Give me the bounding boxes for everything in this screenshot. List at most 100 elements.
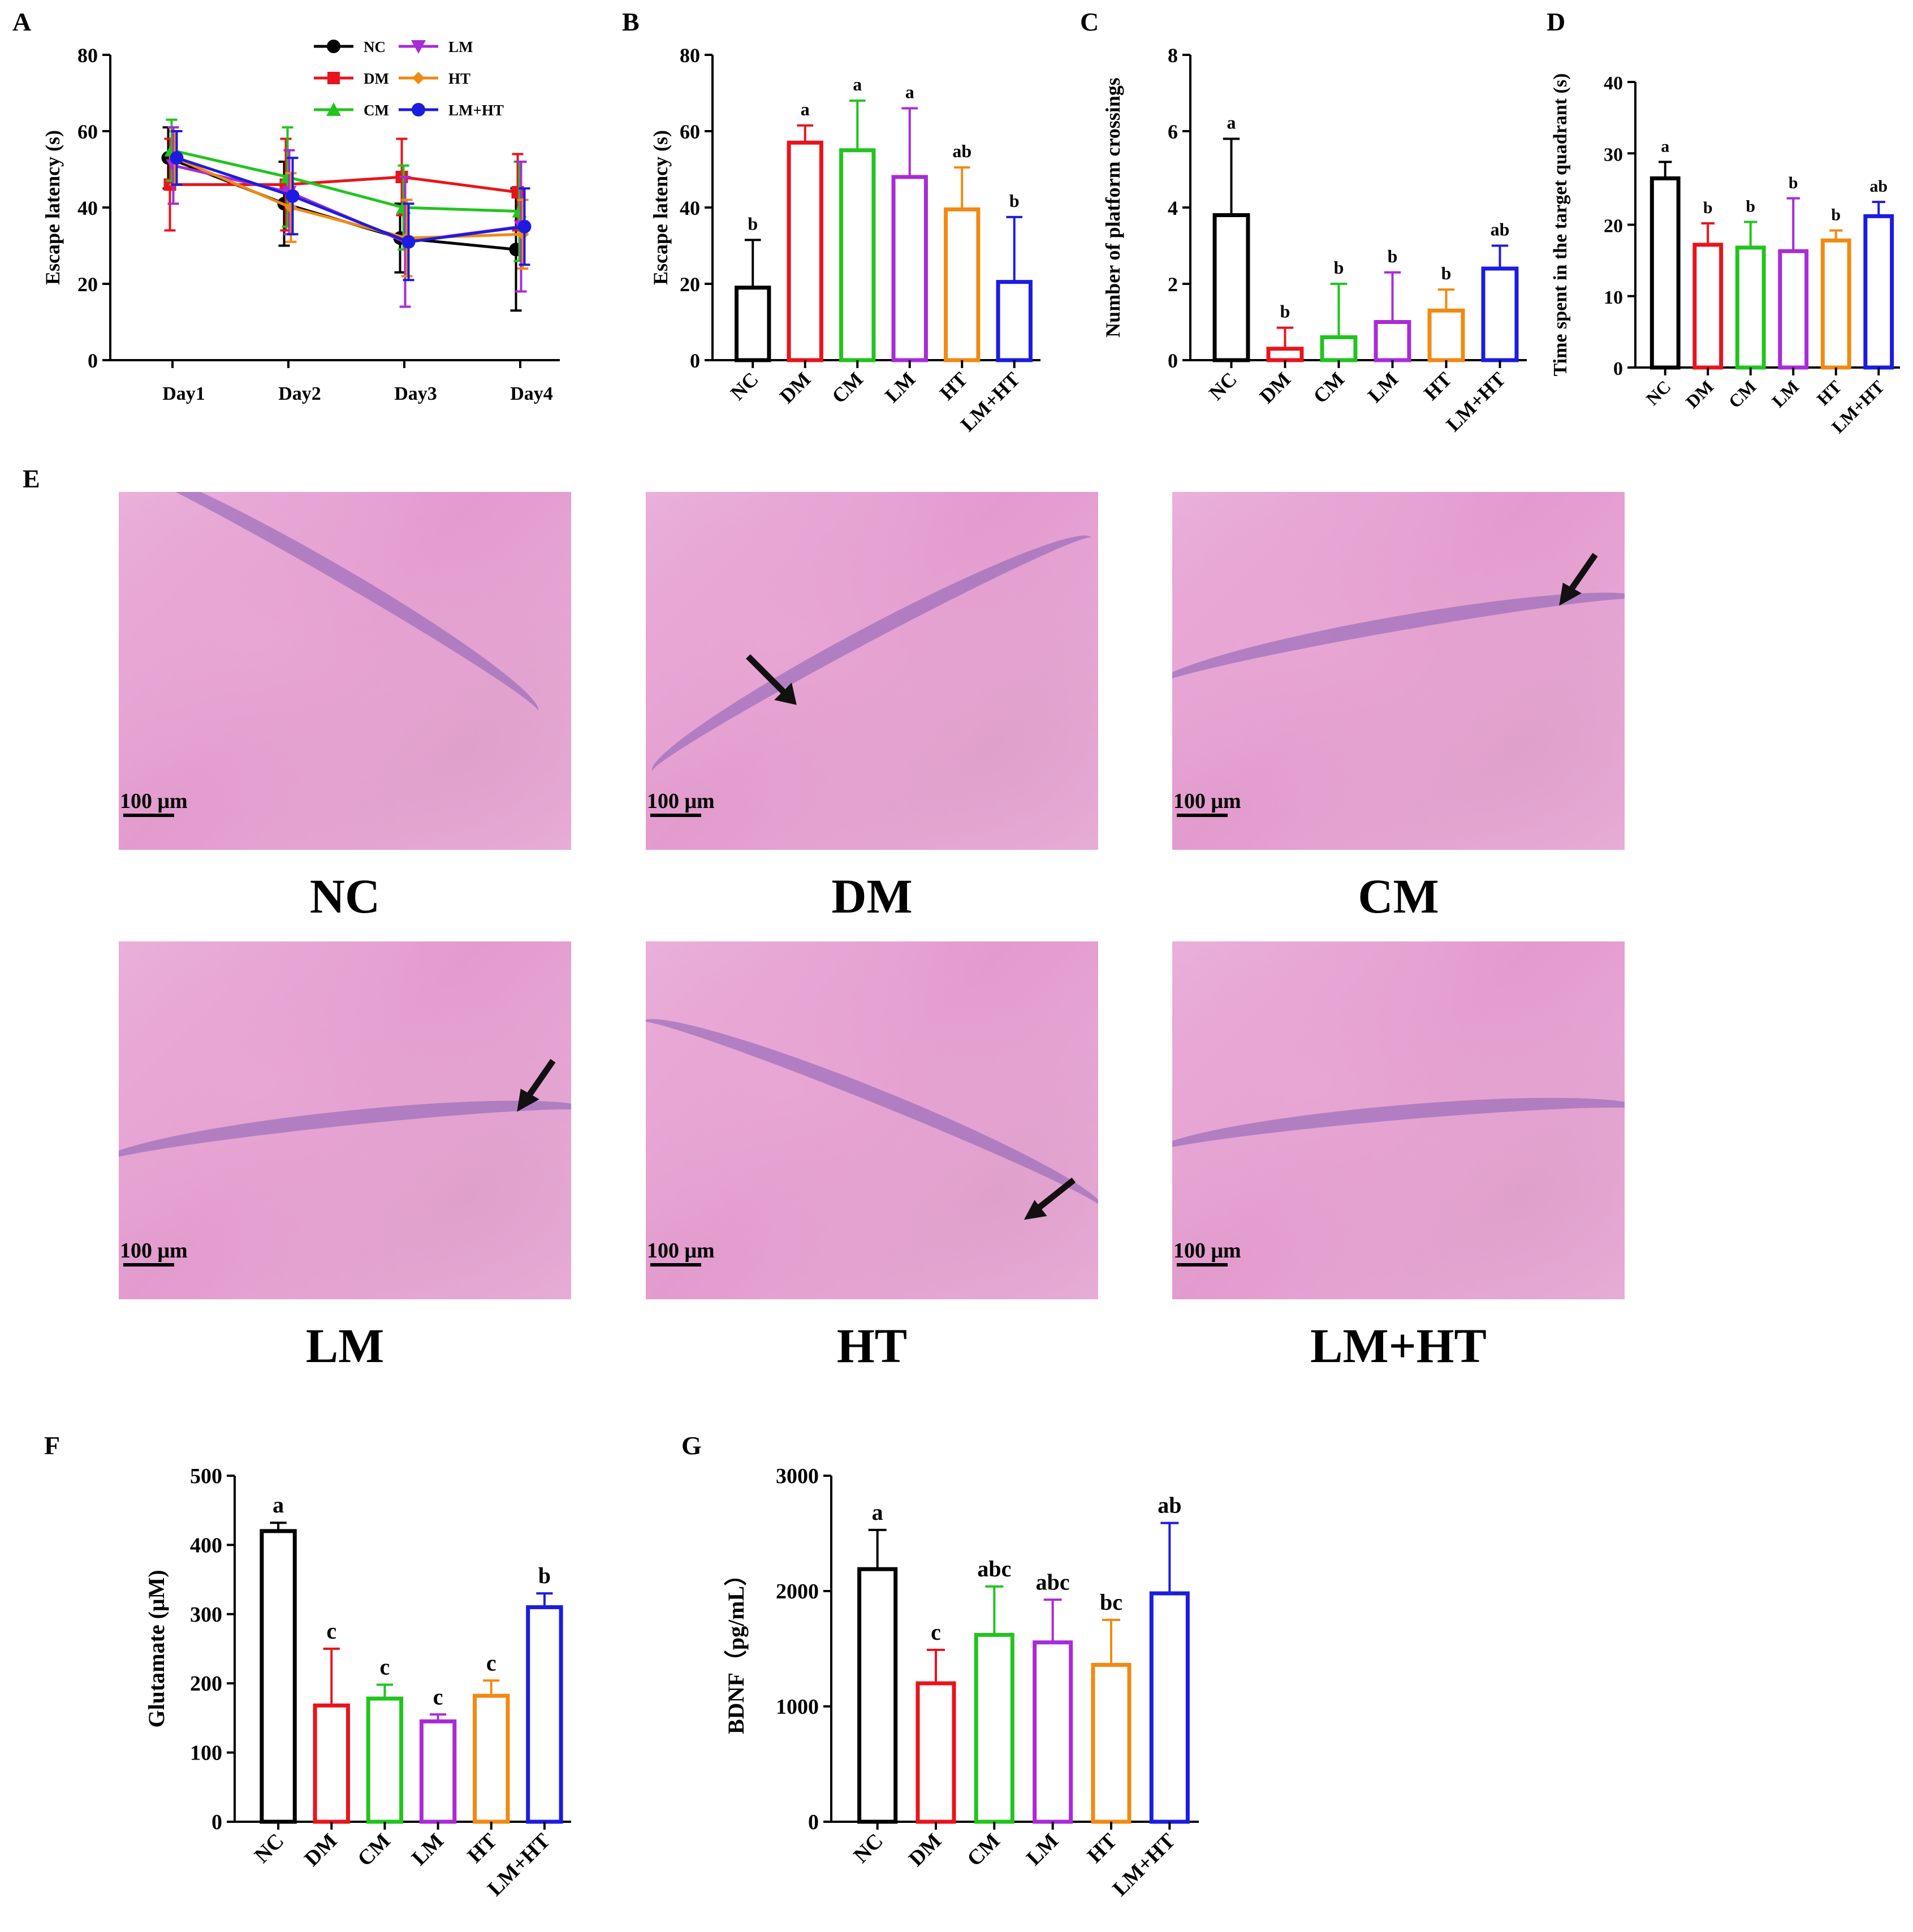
y-tick-label: 6 bbox=[1168, 120, 1178, 143]
y-tick-label: 3000 bbox=[776, 1464, 819, 1488]
x-tick-label-Day1: Day1 bbox=[162, 383, 205, 404]
significance-letter-DM: c bbox=[931, 1619, 941, 1645]
x-tick-label-CM: CM bbox=[353, 1829, 395, 1871]
data-point-LM+HT bbox=[170, 151, 184, 165]
bar-CM bbox=[366, 1696, 404, 1824]
y-tick-label: 400 bbox=[190, 1533, 222, 1557]
significance-letter-NC: a bbox=[1227, 113, 1236, 133]
legend-marker-LM bbox=[411, 40, 426, 54]
significance-letter-DM: a bbox=[801, 99, 810, 119]
series-line-LM bbox=[172, 164, 521, 244]
bar-CM bbox=[839, 148, 876, 362]
x-tick-label-NC: NC bbox=[250, 1829, 289, 1868]
panel-label-f: F bbox=[44, 1431, 61, 1460]
scale-bar-label: 100 μm bbox=[120, 1239, 188, 1263]
legend-marker-CM bbox=[326, 102, 341, 116]
x-tick-label-LM+HT: LM+HT bbox=[1108, 1829, 1180, 1901]
arrow-icon bbox=[1024, 1177, 1076, 1220]
y-tick-label: 60 bbox=[680, 120, 700, 143]
significance-letter-HT: b bbox=[1441, 263, 1452, 283]
significance-letter-LM: c bbox=[433, 1684, 443, 1709]
scale-bar bbox=[123, 1263, 174, 1267]
y-tick-label: 60 bbox=[77, 120, 98, 143]
x-tick-label-LM: LM bbox=[1022, 1829, 1063, 1870]
y-tick-label: 300 bbox=[190, 1603, 222, 1627]
legend-label-LM: LM bbox=[448, 38, 473, 55]
arrow-icon bbox=[746, 654, 797, 705]
x-tick-label-DM: DM bbox=[300, 1829, 342, 1871]
y-tick-label: 20 bbox=[1604, 216, 1623, 237]
bar-LM+HT bbox=[996, 280, 1033, 362]
bar-DM bbox=[1266, 347, 1304, 362]
bar-HT bbox=[944, 207, 981, 362]
legend-label-HT: HT bbox=[448, 70, 470, 87]
bar-LM bbox=[1374, 320, 1411, 362]
significance-letter-NC: a bbox=[872, 1499, 883, 1525]
y-axis-label: Number of platform crossings bbox=[1102, 77, 1124, 338]
y-axis-label: Glutamate (μM) bbox=[144, 1570, 169, 1727]
scale-bar bbox=[123, 814, 174, 817]
significance-letter-DM: b bbox=[1280, 301, 1290, 322]
y-tick-label: 20 bbox=[680, 273, 700, 296]
y-tick-label: 40 bbox=[680, 197, 700, 219]
significance-letter-NC: b bbox=[748, 213, 758, 234]
series-line-HT bbox=[174, 156, 523, 240]
y-tick-label: 80 bbox=[680, 44, 700, 67]
x-tick-label-HT: HT bbox=[1419, 368, 1456, 404]
bar-CM bbox=[974, 1633, 1014, 1824]
histology-caption-lm: LM bbox=[305, 1319, 385, 1373]
bar-LM bbox=[891, 175, 928, 362]
chart-g-bdnf-bar: 0 1000 2000 3000 BDNF（pg/mL） a NC c DM abc CM abc LM… bbox=[723, 1464, 1199, 1901]
histology-caption-lm-ht: LM+HT bbox=[1310, 1319, 1487, 1373]
bar-NC bbox=[1649, 176, 1681, 370]
x-tick-label-DM: DM bbox=[1682, 376, 1717, 412]
significance-letter-CM: abc bbox=[977, 1556, 1011, 1581]
bar-HT bbox=[1091, 1663, 1132, 1824]
x-tick-label-LM+HT: LM+HT bbox=[956, 368, 1025, 436]
y-tick-label: 1000 bbox=[776, 1695, 819, 1719]
legend-label-CM: CM bbox=[364, 102, 389, 119]
y-tick-label: 100 bbox=[190, 1741, 222, 1765]
chart-b-escape-latency-bar: 0 20 40 60 80 Escape latency (s) b NC a DM a CM a LM a… bbox=[649, 44, 1040, 436]
data-point-HT bbox=[284, 201, 297, 214]
legend-marker-DM bbox=[327, 72, 340, 84]
significance-letter-HT: c bbox=[486, 1650, 496, 1675]
significance-letter-HT: ab bbox=[952, 141, 971, 161]
x-tick-label-CM: CM bbox=[1309, 368, 1349, 408]
panel-label-e: E bbox=[23, 464, 40, 493]
scale-bar-label: 100 μm bbox=[1173, 1239, 1241, 1263]
x-tick-label-LM+HT: LM+HT bbox=[1442, 368, 1510, 436]
x-tick-label-LM: LM bbox=[407, 1829, 448, 1870]
y-tick-label: 30 bbox=[1604, 144, 1623, 165]
histology-image-ht: 100 μm bbox=[646, 941, 1098, 1299]
significance-letter-HT: bc bbox=[1100, 1589, 1122, 1615]
significance-letter-LM: abc bbox=[1036, 1569, 1070, 1594]
panel-label-g: G bbox=[681, 1431, 702, 1460]
significance-letter-NC: a bbox=[273, 1492, 284, 1518]
bar-DM bbox=[313, 1703, 350, 1824]
bar-DM bbox=[1692, 243, 1724, 370]
x-tick-label-DM: DM bbox=[1255, 368, 1295, 408]
y-tick-label: 0 bbox=[1613, 358, 1623, 379]
x-tick-label-CM: CM bbox=[962, 1829, 1004, 1871]
y-tick-label: 40 bbox=[1604, 73, 1623, 94]
bar-LM bbox=[1778, 249, 1809, 370]
histology-image-nc: 100 μm bbox=[119, 492, 571, 850]
x-tick-label-NC: NC bbox=[1204, 368, 1241, 404]
histology-image-lm: 100 μm bbox=[119, 941, 571, 1299]
y-tick-label: 2 bbox=[1168, 273, 1178, 296]
significance-letter-DM: c bbox=[326, 1618, 336, 1644]
y-tick-label: 0 bbox=[211, 1810, 222, 1834]
x-tick-label-HT: HT bbox=[1083, 1829, 1122, 1868]
panel-label-d: D bbox=[1547, 7, 1566, 36]
x-tick-label-NC: NC bbox=[1642, 376, 1675, 409]
bar-LM+HT bbox=[1481, 266, 1519, 362]
x-tick-label-NC: NC bbox=[726, 368, 763, 404]
bar-LM+HT bbox=[526, 1605, 563, 1824]
series-line-LM+HT bbox=[176, 156, 525, 244]
significance-letter-LM+HT: ab bbox=[1158, 1493, 1181, 1518]
x-tick-label-LM: LM bbox=[1363, 368, 1402, 407]
bar-HT bbox=[1427, 308, 1465, 362]
series-line-DM bbox=[170, 175, 518, 194]
x-tick-label-LM: LM bbox=[1768, 376, 1803, 411]
